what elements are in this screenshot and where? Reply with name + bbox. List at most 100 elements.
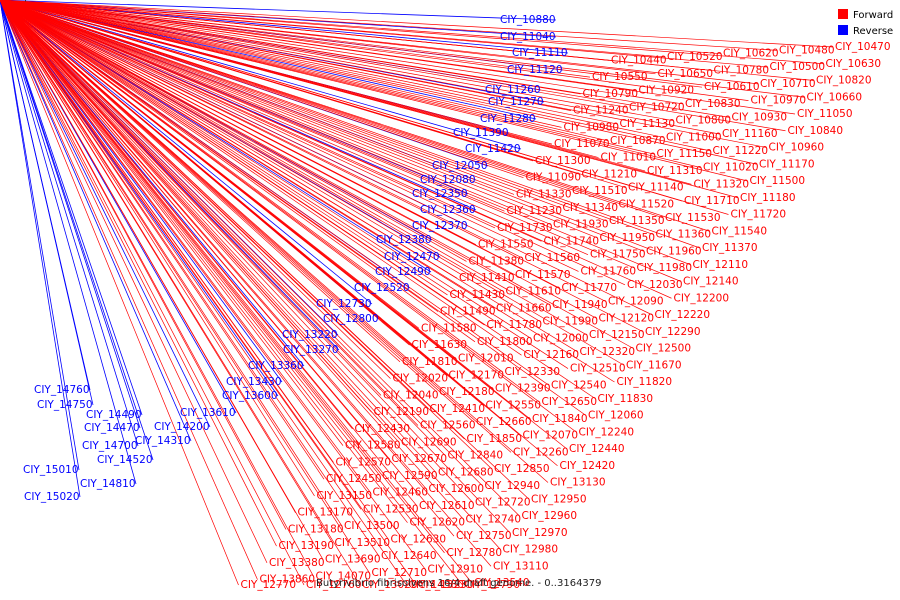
- forward-leader-line: [0, 0, 445, 554]
- forward-gene-label: CIY_12720: [475, 497, 531, 509]
- forward-gene-label: CIY_11150: [657, 148, 713, 160]
- forward-leader-line: [0, 0, 483, 487]
- forward-gene-label: CIY_12110: [693, 259, 749, 271]
- forward-leader-line: [0, 0, 426, 570]
- forward-leader-line: [0, 0, 493, 470]
- forward-gene-label: CIY_12770: [241, 579, 297, 591]
- reverse-leader-line: [0, 0, 522, 150]
- forward-gene-label: CIY_11500: [750, 175, 806, 187]
- forward-gene-label: CIY_12040: [383, 389, 439, 401]
- forward-gene-label: CIY_11330: [516, 188, 572, 200]
- forward-leader-line: [0, 0, 691, 266]
- legend-swatch-reverse: [838, 25, 848, 35]
- forward-gene-label: CIY_12510: [570, 363, 626, 375]
- forward-leader-line: [0, 0, 834, 48]
- forward-gene-label: CIY_11350: [609, 215, 665, 227]
- forward-leader-line: [0, 0, 615, 383]
- forward-gene-label: CIY_11210: [582, 168, 638, 180]
- forward-leader-line: [0, 0, 407, 586]
- scale-tick-label: 1150 kbp: [0, 0, 28, 2]
- reverse-leader-line: [0, 0, 139, 447]
- forward-gene-label: CIY_10650: [658, 68, 714, 80]
- forward-gene-label: CIY_12410: [430, 403, 486, 415]
- forward-leader-line: [0, 0, 674, 122]
- forward-gene-label: CIY_11490: [440, 306, 496, 318]
- forward-gene-label: CIY_11230: [507, 205, 563, 217]
- forward-leader-line: [0, 0, 722, 55]
- scale-tick-label: 1100 kbp: [0, 0, 28, 2]
- forward-leader-line: [0, 0, 418, 507]
- forward-gene-label: CIY_10920: [639, 85, 695, 97]
- forward-gene-label: CIY_12200: [674, 292, 730, 304]
- forward-leader-line: [0, 0, 277, 547]
- forward-gene-label: CIY_11170: [759, 158, 815, 170]
- forward-leader-line: [0, 0, 768, 68]
- legend-label-reverse: Reverse: [853, 26, 893, 37]
- forward-gene-label: CIY_12710: [372, 567, 428, 579]
- forward-gene-label: CIY_11050: [797, 108, 853, 120]
- forward-gene-label: CIY_12140: [683, 276, 739, 288]
- forward-gene-label: CIY_12580: [345, 440, 401, 452]
- forward-gene-label: CIY_12190: [374, 406, 430, 418]
- forward-gene-label: CIY_11570: [515, 269, 571, 281]
- forward-gene-label: CIY_12120: [599, 312, 655, 324]
- forward-gene-label: CIY_12420: [560, 460, 616, 472]
- forward-gene-label: CIY_10550: [592, 71, 648, 83]
- forward-leader-line: [0, 0, 628, 108]
- forward-gene-label: CIY_11520: [619, 199, 675, 211]
- forward-gene-label: CIY_10610: [704, 81, 760, 93]
- forward-leader-line: [0, 0, 596, 400]
- forward-leader-line: [0, 0, 361, 586]
- scale-tick-label: 1250 kbp: [0, 0, 28, 2]
- leader-lines: [0, 0, 834, 586]
- forward-gene-label: CIY_12680: [438, 466, 494, 478]
- forward-leader-line: [0, 0, 618, 125]
- forward-gene-label: CIY_13130: [550, 477, 606, 489]
- forward-leader-line: [0, 0, 597, 319]
- forward-gene-label: CIY_11710: [684, 195, 740, 207]
- reverse-gene-label: CIY_14490: [86, 409, 142, 421]
- forward-leader-line: [0, 0, 562, 128]
- forward-gene-label: CIY_13150: [317, 490, 373, 502]
- scale-tick-label: 1300 kbp: [0, 0, 28, 2]
- reverse-gene-label: CIY_15010: [23, 464, 79, 476]
- forward-leader-line: [0, 0, 767, 148]
- reverse-gene-label: CIY_13270: [283, 344, 339, 356]
- forward-leader-line: [0, 0, 315, 497]
- reverse-leader-line: [0, 0, 279, 397]
- reverse-gene-label: CIY_13430: [226, 376, 282, 388]
- forward-gene-label: CIY_11950: [600, 232, 656, 244]
- forward-leader-line: [0, 0, 552, 225]
- forward-leader-line: [0, 0, 391, 379]
- reverse-leader-line: [0, 0, 81, 498]
- forward-gene-label: CIY_12170: [449, 369, 505, 381]
- reverse-gene-label: CIY_13360: [248, 360, 304, 372]
- forward-gene-label: CIY_10470: [835, 41, 891, 53]
- forward-leader-line: [0, 0, 530, 500]
- reverse-leader-line: [0, 0, 143, 416]
- forward-leader-line: [0, 0, 401, 363]
- forward-gene-label: CIY_13690: [325, 554, 381, 566]
- forward-gene-label: CIY_12690: [401, 436, 457, 448]
- reverse-gene-label: CIY_12050: [432, 160, 488, 172]
- forward-leader-line: [0, 0, 492, 567]
- legend-swatch-forward: [838, 9, 848, 19]
- forward-leader-line: [0, 0, 665, 138]
- forward-leader-line: [0, 0, 684, 105]
- forward-gene-label: CIY_11840: [532, 413, 588, 425]
- forward-leader-line: [0, 0, 268, 564]
- forward-leader-line: [0, 0, 609, 142]
- forward-gene-label: CIY_10840: [788, 125, 844, 137]
- forward-leader-line: [0, 0, 796, 115]
- forward-leader-line: [0, 0, 446, 456]
- forward-gene-label: CIY_10820: [816, 75, 872, 87]
- forward-gene-label: CIY_12440: [569, 443, 625, 455]
- reverse-leader-line: [0, 0, 192, 442]
- forward-gene-label: CIY_12670: [392, 453, 448, 465]
- forward-gene-label: CIY_10710: [760, 78, 816, 90]
- forward-leader-line: [0, 0, 589, 256]
- forward-gene-label: CIY_11810: [402, 356, 458, 368]
- forward-gene-label: CIY_12950: [531, 493, 587, 505]
- forward-gene-label: CIY_10720: [629, 101, 685, 113]
- forward-gene-label: CIY_11180: [740, 192, 796, 204]
